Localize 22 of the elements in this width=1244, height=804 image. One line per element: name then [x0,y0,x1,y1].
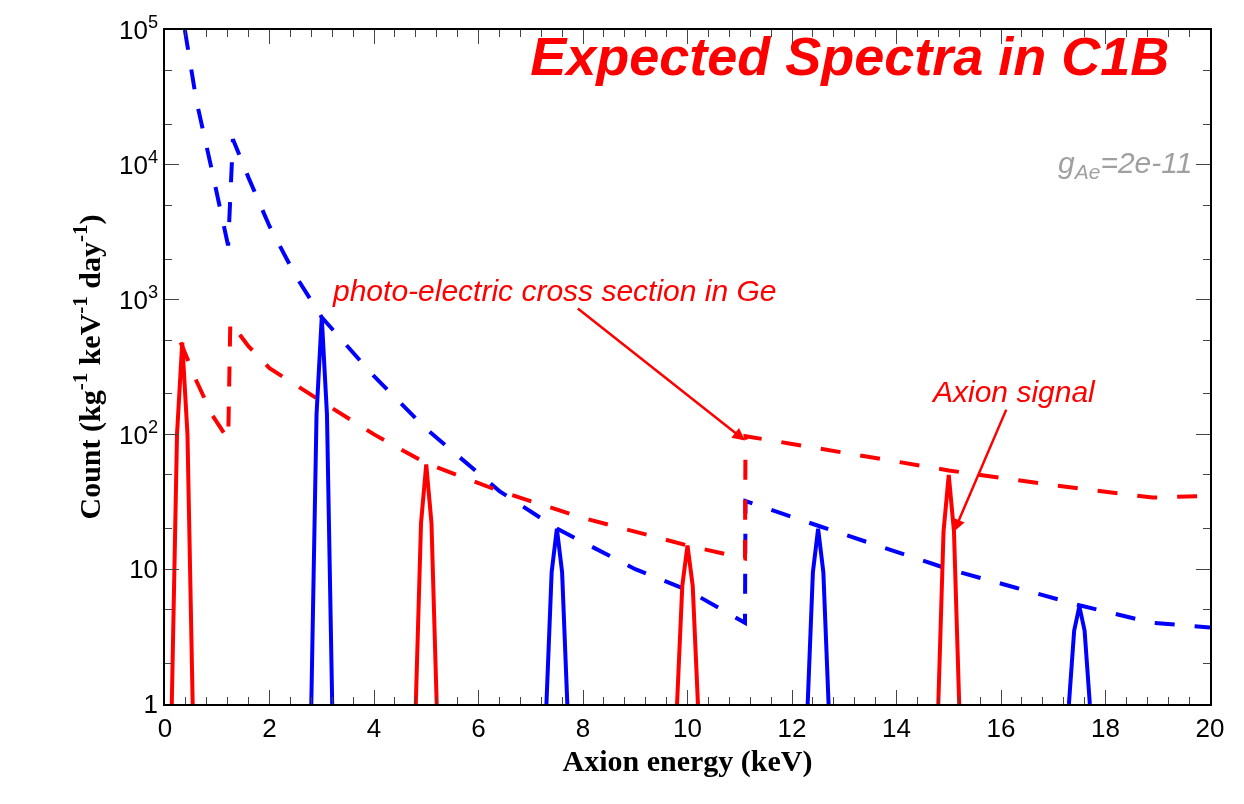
chart-title: Expected Spectra in C1B [530,26,1170,87]
x-tick-label: 12 [777,712,807,743]
x-tick-label: 2 [262,712,277,743]
y-tick-label: 10 [129,554,159,585]
y-tick-label: 10$^{3}$ [119,281,159,315]
x-tick-label: 10 [673,712,702,743]
x-tick-label: 8 [575,712,591,743]
annotation: g$_{Ae}$=2e-11 [1058,146,1193,184]
x-tick-label: 16 [986,712,1016,743]
x-tick-label: 20 [1195,712,1225,743]
x-tick-label: 6 [471,712,486,743]
y-tick-label: 10$^{4}$ [119,146,159,180]
y-tick-label: 10$^{5}$ [119,12,159,46]
annotation: Axion signal [931,375,1097,408]
y-tick-label: 10$^{2}$ [119,416,159,450]
x-tick-label: 18 [1091,712,1120,743]
x-tick-label: 4 [366,712,382,743]
annotation: photo-electric cross section in Ge [332,274,777,307]
x-tick-label: 14 [882,712,911,743]
x-tick-label: 0 [157,712,173,743]
x-axis-title: Axion energy (keV) [562,743,813,778]
y-tick-label: 1 [143,689,159,720]
